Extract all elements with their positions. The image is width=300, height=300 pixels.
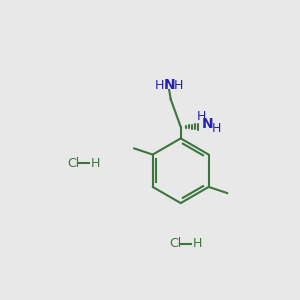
Text: N: N: [202, 117, 214, 131]
Text: H: H: [155, 79, 165, 92]
Text: H: H: [192, 237, 202, 250]
Text: H: H: [91, 157, 100, 169]
Text: N: N: [163, 78, 175, 92]
Text: Cl: Cl: [169, 237, 182, 250]
Text: Cl: Cl: [68, 157, 80, 169]
Text: H: H: [174, 79, 183, 92]
Text: H: H: [212, 122, 222, 135]
Text: H: H: [197, 110, 206, 123]
